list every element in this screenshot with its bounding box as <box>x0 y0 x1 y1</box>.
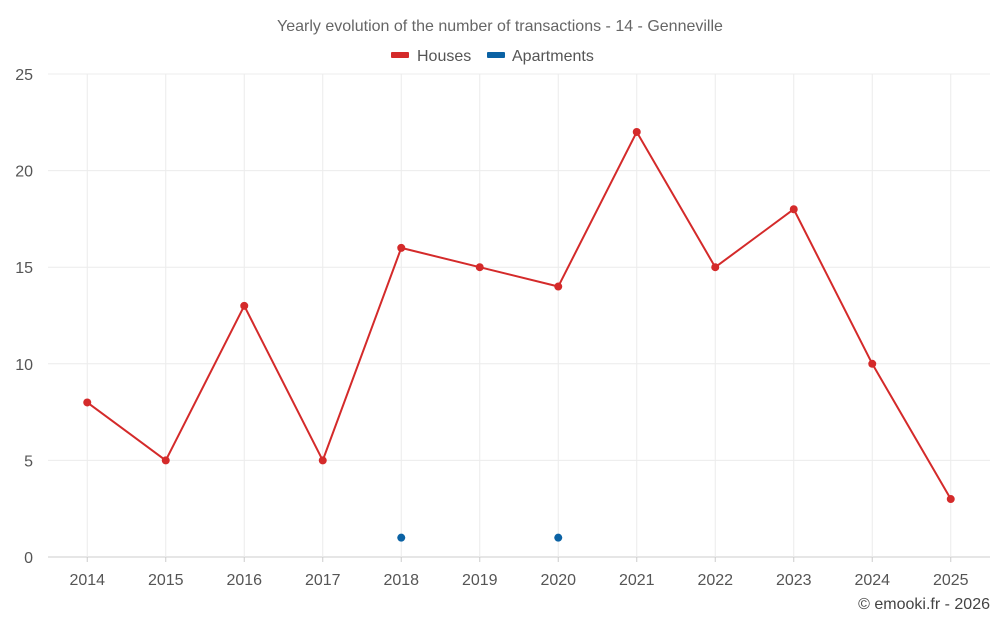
grid <box>48 73 990 562</box>
x-tick-label: 2025 <box>933 572 969 589</box>
legend-swatch-houses <box>391 52 409 58</box>
y-tick-label: 5 <box>24 453 33 470</box>
data-point-houses-2022[interactable] <box>711 263 720 272</box>
data-point-houses-2023[interactable] <box>789 205 798 214</box>
x-tick-label: 2014 <box>69 572 105 589</box>
data-point-apartments-2020[interactable] <box>554 533 563 542</box>
data-point-houses-2019[interactable] <box>475 263 484 272</box>
legend[interactable]: Houses Apartments <box>391 48 594 65</box>
series-line-houses <box>86 130 952 500</box>
legend-label-houses[interactable]: Houses <box>417 48 471 65</box>
credit-text: © emooki.fr - 2026 <box>858 596 990 613</box>
x-tick-label: 2021 <box>619 572 655 589</box>
data-point-houses-2016[interactable] <box>240 301 249 310</box>
x-tick-label: 2016 <box>226 572 262 589</box>
y-axis: 0 5 10 15 20 25 <box>15 67 33 567</box>
x-tick-label: 2015 <box>148 572 184 589</box>
x-tick-label: 2018 <box>383 572 419 589</box>
data-point-houses-2014[interactable] <box>83 398 92 407</box>
data-point-houses-2015[interactable] <box>161 456 170 465</box>
y-tick-label: 0 <box>24 550 33 567</box>
y-tick-label: 10 <box>15 357 33 374</box>
y-tick-label: 25 <box>15 67 33 84</box>
series-layer <box>83 127 955 542</box>
data-point-houses-2021[interactable] <box>632 127 641 136</box>
data-point-apartments-2018[interactable] <box>397 533 406 542</box>
x-tick-label: 2023 <box>776 572 812 589</box>
data-point-houses-2018[interactable] <box>397 243 406 252</box>
y-tick-label: 20 <box>15 164 33 181</box>
x-tick-label: 2022 <box>697 572 733 589</box>
legend-label-apartments[interactable]: Apartments <box>512 48 594 65</box>
x-tick-label: 2024 <box>854 572 890 589</box>
data-point-houses-2020[interactable] <box>554 282 563 291</box>
chart-title: Yearly evolution of the number of transa… <box>277 18 723 35</box>
x-axis: 2014 2015 2016 2017 2018 2019 2020 2021 2022 2023… <box>69 572 968 589</box>
x-tick-label: 2017 <box>305 572 341 589</box>
x-tick-label: 2020 <box>540 572 576 589</box>
x-tick-label: 2019 <box>462 572 498 589</box>
data-point-houses-2024[interactable] <box>868 359 877 368</box>
legend-swatch-apartments <box>487 52 505 58</box>
data-point-houses-2017[interactable] <box>318 456 327 465</box>
y-tick-label: 15 <box>15 260 33 277</box>
data-point-houses-2025[interactable] <box>946 495 955 504</box>
